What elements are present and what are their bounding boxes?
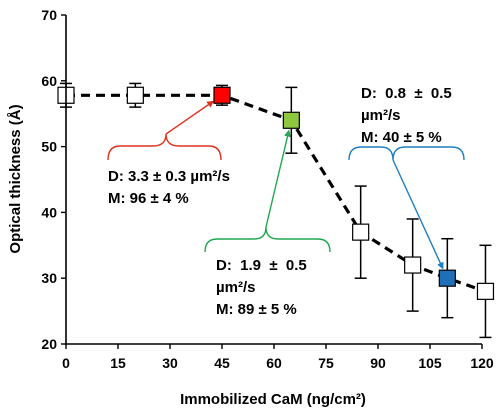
- data-point: [213, 86, 231, 104]
- data-point: [476, 282, 495, 300]
- y-tick-label: 30: [41, 270, 57, 286]
- annotation-text-line: µm²/s: [216, 279, 256, 296]
- data-point: [352, 223, 370, 241]
- x-tick-label: 75: [318, 355, 334, 371]
- annotation-text-line: D: 1.9 ± 0.5: [216, 257, 307, 274]
- data-point: [126, 86, 144, 104]
- annotation-text-line: M: 89 ± 5 %: [216, 301, 297, 318]
- x-tick-label: 120: [470, 355, 494, 371]
- y-tick-label: 60: [41, 73, 57, 89]
- annotation-text-line: D: 3.3 ± 0.3 µm²/s: [108, 168, 230, 185]
- annotation-2: D: 1.9 ± 0.5 µm²/s M: 89 ± 5 %: [204, 129, 331, 318]
- annotation-text-line: D: 0.8 ± 0.5: [361, 85, 452, 102]
- data-point: [438, 269, 456, 287]
- data-point: [282, 111, 300, 129]
- annotation-arrow: [165, 100, 215, 135]
- x-tick-label: 30: [162, 355, 178, 371]
- x-tick-label: 15: [110, 355, 126, 371]
- annotation-arrow: [392, 159, 444, 270]
- x-tick-label: 0: [62, 355, 70, 371]
- y-axis-title: Optical thickness (Å): [7, 104, 24, 253]
- annotation-text-line: M: 40 ± 5 %: [361, 129, 442, 146]
- y-tick-label: 40: [41, 204, 57, 220]
- x-axis-title: Immobilized CaM (ng/cm²): [180, 391, 366, 408]
- annotation-arrow: [265, 129, 291, 228]
- y-tick-label: 20: [41, 336, 57, 352]
- annotation-layer: D: 3.3 ± 0.3 µm²/s M: 96 ± 4 % D: 1.9 ± 0.…: [107, 85, 465, 318]
- x-tick-label: 105: [418, 355, 442, 371]
- x-tick-label: 60: [266, 355, 282, 371]
- annotation-1: D: 3.3 ± 0.3 µm²/s M: 96 ± 4 %: [107, 100, 230, 207]
- annotation-text-line: µm²/s: [361, 107, 401, 124]
- annotation-text-line: M: 96 ± 4 %: [108, 190, 189, 207]
- annotation-brace: [107, 133, 222, 161]
- x-tick-label: 90: [370, 355, 386, 371]
- axes-layer: 20 30 40 50 60 70 0 15 30 45 60 75 90 105 120: [41, 7, 493, 371]
- annotation-brace: [348, 146, 465, 161]
- x-tick-label: 45: [214, 355, 230, 371]
- annotation-3: D: 0.8 ± 0.5 µm²/s M: 40 ± 5 %: [348, 85, 465, 270]
- data-point: [404, 256, 422, 274]
- y-tick-label: 50: [41, 139, 57, 155]
- y-tick-label: 70: [41, 7, 57, 23]
- errorbar-layer: [60, 82, 492, 339]
- annotation-brace: [204, 226, 331, 253]
